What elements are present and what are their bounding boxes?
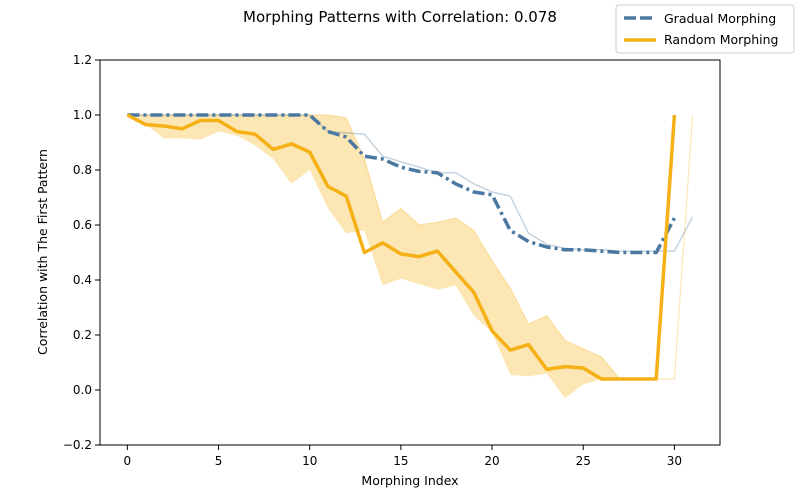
x-tick-label: 15 (393, 454, 408, 468)
y-tick-label: 1.0 (73, 108, 92, 122)
x-tick-label: 20 (484, 454, 499, 468)
x-tick-label: 5 (215, 454, 223, 468)
legend-label-random: Random Morphing (664, 32, 778, 47)
y-tick-label: 0.6 (73, 218, 92, 232)
legend: Gradual Morphing Random Morphing (615, 4, 795, 54)
chart-title: Morphing Patterns with Correlation: 0.07… (243, 8, 557, 26)
y-tick-label: 0.0 (73, 383, 92, 397)
series-lines (126, 113, 677, 381)
x-axis: 0 5 10 15 20 25 30 (124, 445, 682, 468)
x-axis-label: Morphing Index (361, 473, 458, 488)
y-tick-label: 0.2 (73, 328, 92, 342)
y-tick-label: 1.2 (73, 53, 92, 67)
x-tick-label: 25 (576, 454, 591, 468)
legend-label-gradual: Gradual Morphing (664, 11, 776, 26)
x-tick-label: 10 (302, 454, 317, 468)
y-tick-label: 0.4 (73, 273, 92, 287)
legend-box (615, 4, 795, 54)
y-axis: −0.2 0.0 0.2 0.4 0.6 0.8 1.0 1.2 (63, 53, 100, 452)
y-tick-label: 0.8 (73, 163, 92, 177)
x-tick-label: 30 (667, 454, 682, 468)
random-morphing-line (126, 113, 677, 381)
plot-frame (99, 59, 721, 446)
y-axis-label: Correlation with The First Pattern (35, 149, 50, 355)
y-tick-label: −0.2 (63, 438, 92, 452)
x-tick-label: 0 (124, 454, 132, 468)
